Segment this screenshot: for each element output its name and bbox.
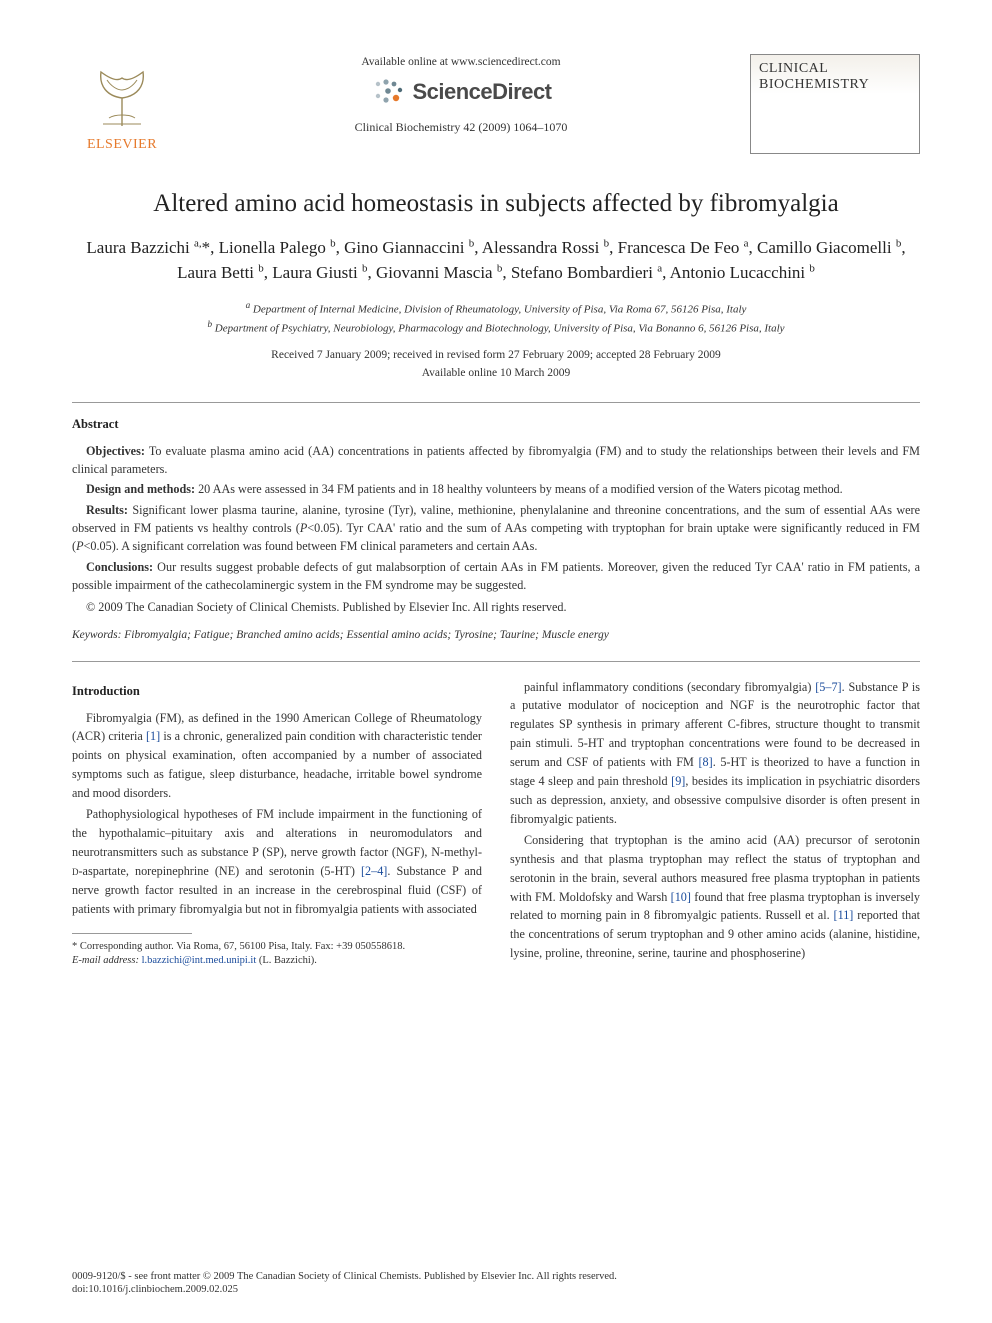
ref-link-10[interactable]: [10] [671, 890, 691, 904]
journal-name-line1: CLINICAL [759, 61, 911, 77]
left-column: Introduction Fibromyalgia (FM), as defin… [72, 678, 482, 969]
abstract-section: Abstract Objectives: To evaluate plasma … [72, 417, 920, 617]
affiliation-a: a Department of Internal Medicine, Divis… [72, 299, 920, 318]
publisher-logo-block: ELSEVIER [72, 58, 172, 153]
affiliation-b: b Department of Psychiatry, Neurobiology… [72, 318, 920, 337]
ref-link-9[interactable]: [9] [671, 774, 685, 788]
elsevier-tree-icon [87, 58, 157, 128]
ref-link-2-4[interactable]: [2–4] [361, 864, 387, 878]
journal-name-line2: BIOCHEMISTRY [759, 77, 911, 93]
intro-p1: Fibromyalgia (FM), as defined in the 199… [72, 709, 482, 804]
footer-doi: doi:10.1016/j.clinbiochem.2009.02.025 [72, 1284, 920, 1295]
footnote-rule [72, 933, 192, 934]
abstract-design: Design and methods: 20 AAs were assessed… [72, 480, 920, 498]
ref-link-8[interactable]: [8] [698, 755, 712, 769]
right-column: painful inflammatory conditions (seconda… [510, 678, 920, 969]
body-columns: Introduction Fibromyalgia (FM), as defin… [72, 678, 920, 969]
intro-p3: painful inflammatory conditions (seconda… [510, 678, 920, 829]
dates-received: Received 7 January 2009; received in rev… [72, 347, 920, 364]
footnote-email-line: E-mail address: l.bazzichi@int.med.unipi… [72, 954, 482, 969]
sciencedirect-icon [370, 74, 406, 110]
abstract-copyright: © 2009 The Canadian Society of Clinical … [72, 598, 920, 616]
abstract-results: Results: Significant lower plasma taurin… [72, 501, 920, 556]
abstract-heading: Abstract [72, 417, 920, 432]
sciencedirect-text: ScienceDirect [412, 79, 551, 105]
ref-link-5-7[interactable]: [5–7] [815, 680, 841, 694]
intro-p4: Considering that tryptophan is the amino… [510, 831, 920, 963]
article-title: Altered amino acid homeostasis in subjec… [72, 190, 920, 218]
publisher-label: ELSEVIER [72, 137, 172, 153]
header-center: Available online at www.sciencedirect.co… [172, 48, 750, 135]
article-dates: Received 7 January 2009; received in rev… [72, 347, 920, 382]
affiliations: a Department of Internal Medicine, Divis… [72, 299, 920, 337]
title-block: Altered amino acid homeostasis in subjec… [72, 190, 920, 382]
journal-citation: Clinical Biochemistry 42 (2009) 1064–107… [172, 120, 750, 135]
intro-p2: Pathophysiological hypotheses of FM incl… [72, 805, 482, 918]
footnote-corr: * Corresponding author. Via Roma, 67, 56… [72, 940, 482, 955]
author-list: Laura Bazzichi a,*, Lionella Palego b, G… [72, 236, 920, 285]
footer-copyright: 0009-9120/$ - see front matter © 2009 Th… [72, 1271, 920, 1282]
footnote-email-link[interactable]: l.bazzichi@int.med.unipi.it [142, 955, 257, 966]
sciencedirect-logo: ScienceDirect [370, 74, 551, 110]
separator-top [72, 402, 920, 403]
available-online-text: Available online at www.sciencedirect.co… [172, 56, 750, 68]
keywords-line: Keywords: Fibromyalgia; Fatigue; Branche… [72, 629, 920, 641]
abstract-objectives: Objectives: To evaluate plasma amino aci… [72, 442, 920, 479]
page-header: ELSEVIER Available online at www.science… [72, 48, 920, 154]
introduction-heading: Introduction [72, 684, 482, 699]
separator-bottom [72, 661, 920, 662]
abstract-conclusions: Conclusions: Our results suggest probabl… [72, 558, 920, 595]
page-footer: 0009-9120/$ - see front matter © 2009 Th… [72, 1271, 920, 1295]
corresponding-footnote: * Corresponding author. Via Roma, 67, 56… [72, 940, 482, 969]
ref-link-11[interactable]: [11] [834, 908, 854, 922]
ref-link-1[interactable]: [1] [146, 729, 160, 743]
dates-online: Available online 10 March 2009 [72, 365, 920, 382]
journal-cover-block: CLINICAL BIOCHEMISTRY [750, 54, 920, 154]
